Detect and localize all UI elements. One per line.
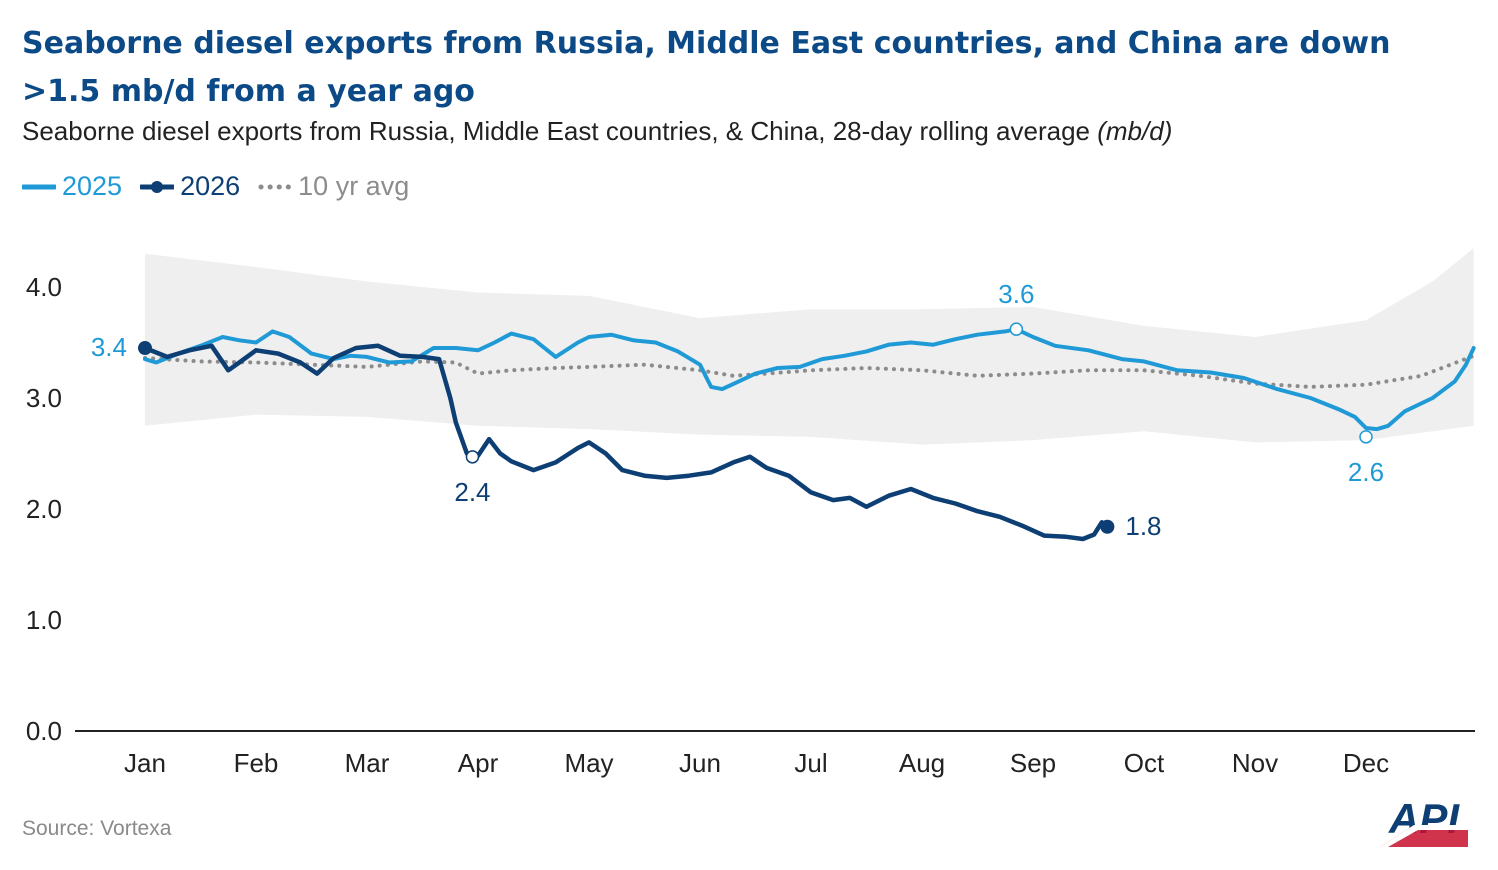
subtitle-text: Seaborne diesel exports from Russia, Mid… <box>22 116 1090 146</box>
y-tick-label: 4.0 <box>26 272 62 302</box>
series-line-2026 <box>142 343 1110 542</box>
annotation-marker <box>1009 322 1024 336</box>
y-tick-label: 2.0 <box>26 494 62 524</box>
legend-swatch-10yr-avg <box>258 184 293 189</box>
x-tick-label: Aug <box>899 748 945 778</box>
range-band <box>145 248 1474 445</box>
data-label: 2.6 <box>1348 457 1384 487</box>
legend-label-10yr-avg: 10 yr avg <box>298 171 410 201</box>
x-tick-label: Nov <box>1232 748 1278 778</box>
x-tick-label: Feb <box>234 748 279 778</box>
annotation-marker <box>1359 430 1373 444</box>
x-tick-label: Mar <box>345 748 390 778</box>
x-tick-label: Sep <box>1010 748 1056 778</box>
x-tick-label: Oct <box>1124 748 1165 778</box>
x-tick-label: Apr <box>458 748 499 778</box>
api-logo: API <box>1380 795 1468 847</box>
legend-swatch-2026 <box>140 180 175 193</box>
legend-item-2026: 2026 <box>140 171 240 202</box>
series-line-2025 <box>143 327 1476 432</box>
legend-label-2026: 2026 <box>180 171 241 201</box>
chart-title: Seaborne diesel exports from Russia, Mid… <box>22 26 1391 109</box>
subtitle-unit: (mb/d) <box>1097 116 1173 146</box>
data-label: 2.4 <box>454 477 490 507</box>
series-2026-end-point <box>1100 519 1115 534</box>
data-label: 1.8 <box>1125 511 1161 541</box>
legend-item-2025: 2025 <box>22 171 122 202</box>
y-tick-label: 1.0 <box>26 605 62 635</box>
data-label: 3.6 <box>998 279 1034 309</box>
x-tick-label: May <box>564 748 613 778</box>
legend-item-10yr-avg: 10 yr avg <box>258 171 409 202</box>
legend-swatch-2025 <box>22 184 56 189</box>
data-label: 3.4 <box>91 332 127 362</box>
x-tick-label: Dec <box>1343 748 1389 778</box>
x-tick-label: Jan <box>124 748 166 778</box>
y-tick-label: 3.0 <box>26 383 62 413</box>
x-tick-label: Jun <box>679 748 721 778</box>
annotation-marker <box>465 450 480 464</box>
chart-subtitle: Seaborne diesel exports from Russia, Mid… <box>22 116 1172 147</box>
chart-legend: 2025 2026 10 yr avg <box>22 171 427 202</box>
legend-label-2025: 2025 <box>62 171 123 201</box>
y-tick-label: 0.0 <box>26 716 62 746</box>
x-tick-label: Jul <box>794 748 827 778</box>
series-2026-start-point <box>138 341 152 356</box>
source-note: Source: Vortexa <box>22 817 172 840</box>
